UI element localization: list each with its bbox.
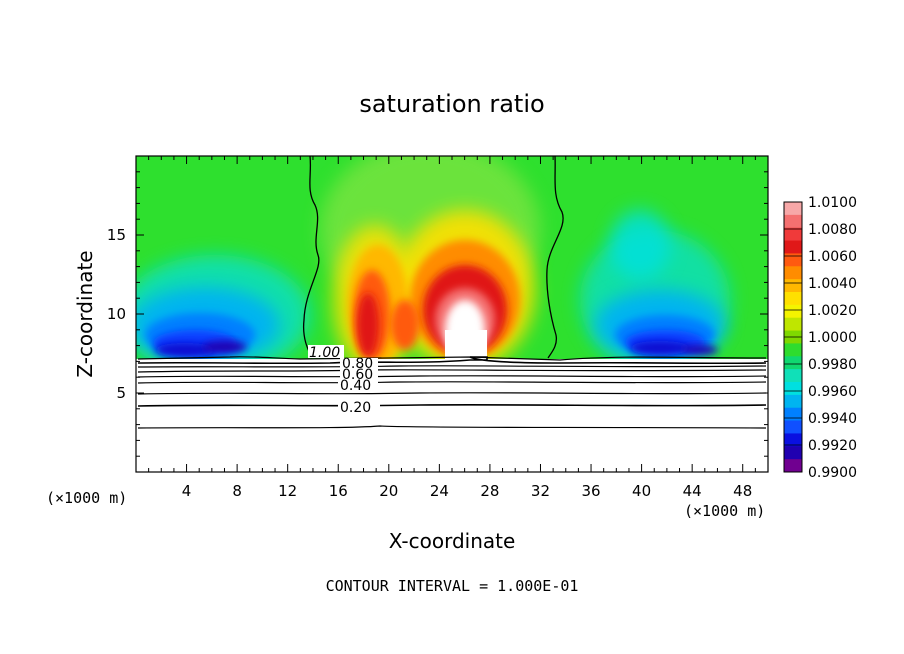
left-dry-region <box>136 255 310 359</box>
y-tick-label: 10 <box>107 305 126 323</box>
x-axis-unit-left: (×1000 m) <box>46 489 127 507</box>
x-tick-label: 20 <box>379 482 398 500</box>
colorbar-label: 0.9920 <box>808 438 857 454</box>
x-tick-label: 36 <box>581 482 600 500</box>
colorbar-label: 0.9960 <box>808 384 857 400</box>
x-axis: 4 8 12 16 20 24 28 32 36 40 44 48 <box>148 156 756 500</box>
colorbar-swatch <box>784 459 802 473</box>
x-tick-label: 32 <box>531 482 550 500</box>
colorbar-swatch <box>784 240 802 254</box>
contour-right-boundary <box>546 156 564 359</box>
colorbar-swatch <box>784 279 802 293</box>
x-tick-label: 12 <box>278 482 297 500</box>
colorbar-swatch <box>784 202 802 216</box>
contour-label: 0.40 <box>340 378 371 394</box>
colorbar-label: 0.9940 <box>808 411 857 427</box>
x-tick-label: 8 <box>232 482 242 500</box>
colorbar-swatch <box>784 407 802 422</box>
colorbar-swatch <box>784 317 802 332</box>
colorbar-swatch <box>784 343 802 357</box>
contour-label: 0.20 <box>340 400 371 416</box>
colorbar-swatch <box>784 292 802 306</box>
supersaturated-plumes <box>333 210 535 359</box>
chart-title: saturation ratio <box>359 90 544 118</box>
heatmap-field <box>136 156 768 359</box>
x-tick-label: 24 <box>430 482 449 500</box>
colorbar-swatch <box>784 382 802 396</box>
x-tick-label: 28 <box>480 482 499 500</box>
colorbar-label: 1.0080 <box>808 222 857 238</box>
colorbar-swatch <box>784 266 802 280</box>
colorbar-swatch <box>784 433 802 447</box>
y-tick-label: 15 <box>107 226 126 244</box>
contour-labels: 1.00 0.80 0.60 0.40 0.20 <box>308 345 380 416</box>
colorbar-swatch <box>784 394 802 409</box>
colorbar-swatch <box>784 446 802 460</box>
x-tick-label: 4 <box>182 482 192 500</box>
colorbar-swatch <box>784 227 802 242</box>
colorbar-label: 1.0020 <box>808 303 857 319</box>
colorbar-swatch <box>784 304 802 319</box>
x-axis-label: X-coordinate <box>389 529 516 553</box>
colorbar-label: 0.9900 <box>808 465 857 481</box>
x-axis-unit-right: (×1000 m) <box>684 502 765 520</box>
lower-contour-region <box>136 356 768 472</box>
colorbar-swatch <box>784 214 802 229</box>
colorbar: 1.0100 1.0080 1.0060 1.0040 1.0020 1.0000 0.99… <box>783 195 857 481</box>
colorbar-label: 1.0000 <box>808 330 857 346</box>
y-axis-label: Z-coordinate <box>73 250 97 377</box>
x-tick-label: 40 <box>632 482 651 500</box>
right-dry-region <box>580 210 730 359</box>
colorbar-label: 1.0100 <box>808 195 857 211</box>
colorbar-label: 0.9980 <box>808 357 857 373</box>
colorbar-swatch <box>784 356 802 370</box>
colorbar-label: 1.0040 <box>808 276 857 292</box>
x-tick-label: 48 <box>733 482 752 500</box>
contour-left-boundary <box>302 156 320 359</box>
contour-label: 1.00 <box>309 345 340 361</box>
y-tick-label: 5 <box>116 384 126 402</box>
colorbar-swatch <box>784 253 802 267</box>
x-tick-label: 16 <box>329 482 348 500</box>
colorbar-swatch <box>784 369 802 383</box>
contour-interval-note: CONTOUR INTERVAL = 1.000E-01 <box>326 577 579 595</box>
x-tick-label: 44 <box>683 482 702 500</box>
colorbar-label: 1.0060 <box>808 249 857 265</box>
colorbar-swatch <box>784 420 802 434</box>
y-axis: 5 10 15 <box>107 171 768 457</box>
